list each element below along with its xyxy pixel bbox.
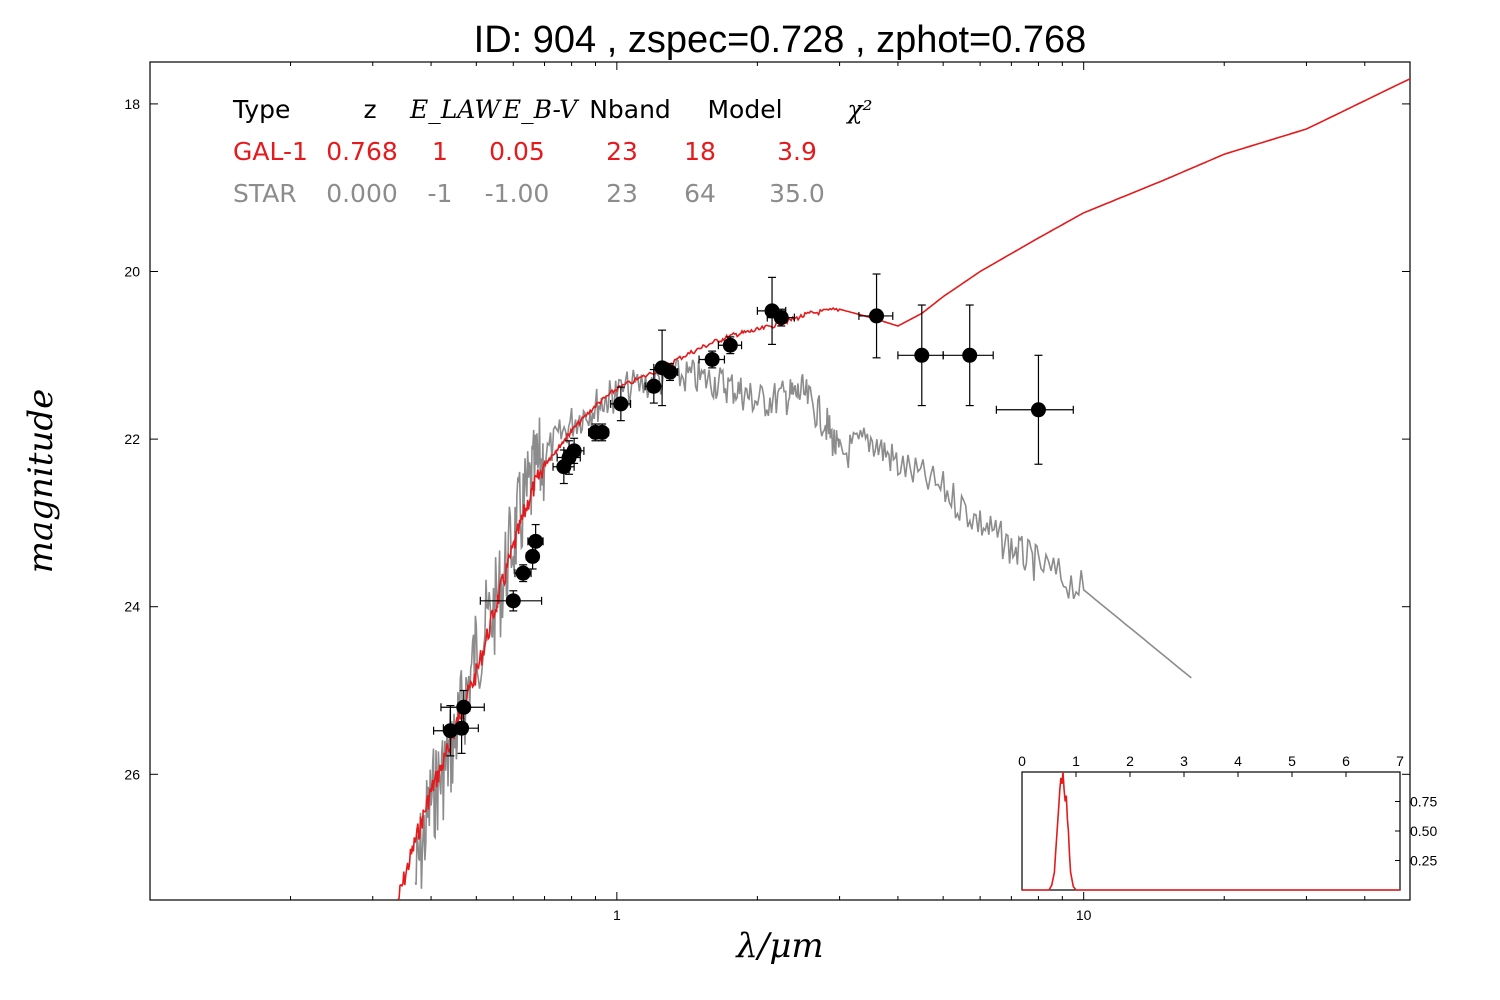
y-tick-label: 26 (124, 766, 140, 782)
table-header-cell: z (363, 95, 376, 124)
photometry-point (698, 350, 726, 369)
table-cell: 1 (432, 137, 448, 166)
inset-x-tick-label: 2 (1126, 753, 1134, 769)
photometry-point (440, 689, 485, 725)
table-cell: -1.00 (485, 179, 550, 208)
table-cell: GAL-1 (233, 137, 308, 166)
fit-results-table: Type z E_LAW E_B-V Nband Model χ² GAL-1 0.768 1 0.… (232, 95, 873, 208)
table-cell: 23 (606, 179, 638, 208)
inset-x-tick-label: 0 (1018, 753, 1026, 769)
photometry-point (525, 543, 541, 570)
table-header-cell: χ² (845, 95, 872, 124)
table-header-cell: Model (707, 95, 782, 124)
photometry-point (858, 273, 894, 359)
inset-x-tick-label: 3 (1180, 753, 1188, 769)
photometry-point (514, 564, 532, 583)
y-tick-label: 24 (124, 599, 140, 615)
table-cell: 64 (684, 179, 716, 208)
table-cell: -1 (428, 179, 453, 208)
inset-y-tick-label: 0.25 (1410, 853, 1437, 869)
photometry-point (766, 308, 795, 327)
table-cell: 3.9 (777, 137, 817, 166)
x-tick-label: 10 (1076, 907, 1092, 923)
inset-x-tick-label: 6 (1342, 753, 1350, 769)
table-cell: 0.05 (489, 137, 545, 166)
table-cell: 18 (684, 137, 716, 166)
y-tick-label: 22 (124, 431, 140, 447)
table-header-cell: E_B-V (502, 95, 580, 124)
star-template-line (414, 358, 1192, 889)
photometry-point (661, 363, 679, 382)
inset-y-tick-label: 0.75 (1410, 794, 1437, 810)
photometry-points (432, 273, 1074, 757)
main-plot-frame (149, 61, 1411, 901)
x-axis-label: λ/μm (734, 926, 823, 966)
photometry-point (897, 304, 944, 407)
table-header-cell: Nband (589, 95, 671, 124)
table-header-cell: E_LAW (409, 95, 502, 124)
photometry-point (594, 423, 610, 442)
photometry-point (432, 704, 467, 757)
inset-y-tick-label: 0.50 (1410, 823, 1437, 839)
y-axis-label: magnitude (21, 389, 61, 574)
table-cell: 35.0 (769, 179, 825, 208)
y-tick-label: 18 (124, 96, 140, 112)
galaxy-template-line (397, 78, 1410, 900)
chart-title: ID: 904 , zspec=0.728 , zphot=0.768 (474, 19, 1087, 61)
photometry-point (563, 437, 585, 465)
photometry-point (479, 590, 543, 612)
table-cell: STAR (233, 179, 297, 208)
table-header-cell: Type (232, 95, 290, 124)
inset-axis-ticks: 0 1 2 3 4 5 6 7 0.25 0.50 0.75 (1018, 753, 1437, 869)
photometry-point (995, 354, 1074, 465)
table-cell: 23 (606, 137, 638, 166)
photometry-point (527, 523, 544, 559)
inset-x-tick-label: 1 (1072, 753, 1080, 769)
photometry-point (717, 336, 743, 355)
inset-pdf-line (1022, 771, 1400, 891)
photometry-point (644, 368, 663, 404)
photometry-point (610, 386, 632, 422)
x-tick-label: 1 (613, 907, 621, 923)
inset-x-tick-label: 5 (1288, 753, 1296, 769)
inset-x-tick-label: 7 (1396, 753, 1404, 769)
inset-pdf-frame (1021, 771, 1401, 891)
table-cell: 0.768 (326, 137, 398, 166)
table-cell: 0.000 (326, 179, 398, 208)
inset-x-tick-label: 4 (1234, 753, 1242, 769)
photometry-point (942, 304, 994, 407)
y-tick-label: 20 (124, 264, 140, 280)
